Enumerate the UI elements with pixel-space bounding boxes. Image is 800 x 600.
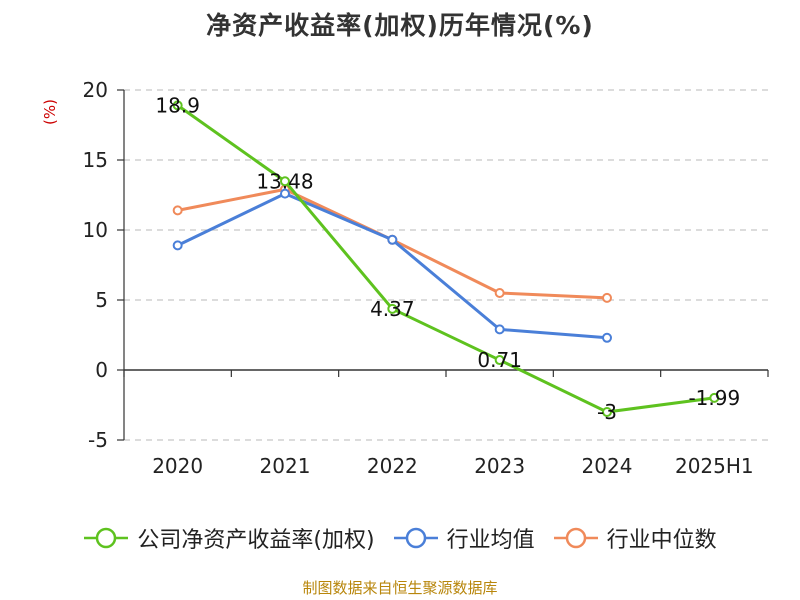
legend-label: 行业均值 <box>446 528 535 553</box>
x-tick-label: 2025H1 <box>675 454 754 478</box>
y-tick-label: 15 <box>83 148 108 172</box>
data-point <box>387 303 398 314</box>
series-line <box>176 104 715 414</box>
data-point <box>172 240 183 251</box>
legend-label: 公司净资产收益率(加权) <box>137 528 375 553</box>
legend-swatch <box>393 527 438 549</box>
data-label: -1.99 <box>688 386 740 410</box>
data-label: 18.9 <box>155 93 200 117</box>
data-point <box>172 205 183 216</box>
series-lines <box>172 100 720 417</box>
legend-swatch <box>553 527 598 549</box>
y-tick-label: 20 <box>83 78 108 102</box>
grid-lines <box>124 89 768 441</box>
data-point <box>280 176 290 187</box>
data-label: 0.71 <box>477 348 522 372</box>
data-label: 4.37 <box>370 297 415 321</box>
data-point <box>602 332 612 343</box>
data-point <box>602 292 612 303</box>
series-1 <box>172 188 612 343</box>
data-label: 13.48 <box>256 169 313 193</box>
data-point <box>494 324 505 335</box>
chart-title: 净资产收益率(加权)历年情况(%) <box>206 11 594 40</box>
data-label: -3 <box>597 400 617 424</box>
data-point <box>387 234 398 245</box>
data-point <box>172 100 183 111</box>
x-tick-label: 2023 <box>474 454 525 478</box>
y-tick-label: 0 <box>95 358 108 382</box>
x-tick-label: 2021 <box>260 454 311 478</box>
y-tick-label: 10 <box>83 218 108 242</box>
data-point <box>494 288 505 298</box>
y-tick-label: 5 <box>95 288 108 312</box>
data-point <box>280 188 290 199</box>
legend-label: 行业中位数 <box>606 528 717 553</box>
y-tick-label: -5 <box>88 428 108 452</box>
series-0 <box>172 100 720 417</box>
source-note: 制图数据来自恒生聚源数据库 <box>302 579 498 597</box>
data-point <box>602 407 612 417</box>
data-point <box>709 392 720 403</box>
legend-item: 行业均值 <box>393 522 535 554</box>
x-tick-label: 2020 <box>152 454 203 478</box>
legend-swatch <box>84 527 129 549</box>
legend-item: 行业中位数 <box>553 522 717 554</box>
data-labels: 18.9 13.48 4.37 0.71 -3 -1.99 <box>155 93 740 424</box>
x-tick-label: 2024 <box>582 454 633 478</box>
legend: 公司净资产收益率(加权) 行业均值 行业中位数 <box>0 518 800 558</box>
x-tick-label: 2022 <box>367 454 418 478</box>
legend-item: 公司净资产收益率(加权) <box>83 522 375 554</box>
data-point <box>494 355 505 366</box>
